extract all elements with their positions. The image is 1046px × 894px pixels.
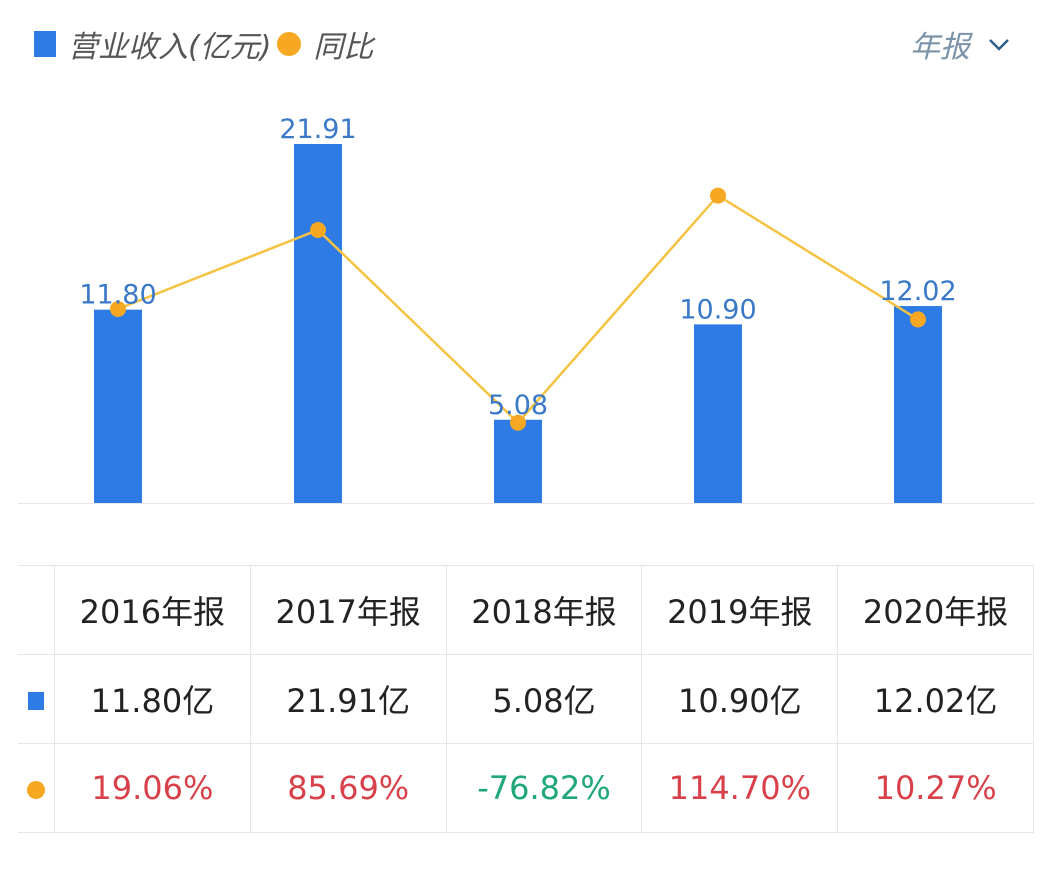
legend-line-label: 同比 — [313, 30, 374, 65]
legend: 营业收入(亿元) 同比 — [34, 22, 373, 66]
table-cell-revenue: 21.91亿 — [249, 654, 447, 744]
bar-data-label: 12.02 — [879, 276, 956, 307]
table-cell-revenue: 5.08亿 — [445, 654, 643, 744]
period-selector-value: 年报 — [910, 30, 970, 65]
chevron-down-icon — [989, 39, 1009, 51]
table-cell-yoy: 19.06% — [54, 743, 251, 833]
yoy-point-2019年报 — [710, 187, 726, 204]
table-cell-headers: 2020年报 — [837, 565, 1034, 655]
yoy-row-marker — [18, 743, 55, 833]
table-cell-yoy: 10.27% — [837, 743, 1034, 833]
table-cell-revenue: 10.90亿 — [641, 654, 839, 744]
legend-line-swatch — [277, 32, 302, 56]
table-cell-revenue: 11.80亿 — [54, 654, 251, 744]
table-row-yoy: 19.06% 85.69% -76.82% 114.70% 10.27% — [18, 743, 1034, 833]
yoy-point-2020年报 — [910, 311, 926, 328]
bar-2018年报 — [494, 419, 542, 503]
yoy-line — [117, 193, 919, 425]
yoy-point-2018年报 — [510, 414, 526, 431]
bar-data-label: 21.91 — [279, 114, 356, 145]
table-header-row: 2016年报 2017年报 2018年报 2019年报 2020年报 — [18, 565, 1034, 655]
table-cell-headers: 2017年报 — [249, 565, 447, 655]
yoy-point-2017年报 — [310, 221, 326, 238]
table-row-revenue: 11.80亿 21.91亿 5.08亿 10.90亿 12.02亿 — [18, 654, 1034, 744]
table-cell-headers: 2018年报 — [445, 565, 643, 655]
bar-swatch-icon — [28, 692, 44, 710]
bar-2020年报 — [894, 306, 942, 503]
bar-data-label: 11.80 — [79, 280, 156, 311]
table-cell-headers: 2016年报 — [54, 565, 251, 655]
bar-2016年报 — [94, 309, 142, 503]
table-cell-yoy: -76.82% — [445, 743, 643, 833]
legend-bar-label: 营业收入(亿元) — [68, 30, 272, 65]
table-cell-revenue: 12.02亿 — [837, 654, 1034, 744]
period-selector[interactable]: 年报 — [910, 22, 1010, 66]
revenue-row-marker — [18, 654, 55, 744]
table-cell-headers: 2019年报 — [641, 565, 839, 655]
table-cell-yoy: 85.69% — [249, 743, 447, 833]
table-corner — [18, 565, 55, 655]
table-cell-yoy: 114.70% — [641, 743, 839, 833]
yoy-point-2016年报 — [110, 301, 126, 317]
legend-bar-swatch — [34, 31, 56, 57]
bar-data-label: 10.90 — [679, 294, 756, 325]
bar-2017年报 — [294, 144, 342, 503]
bar-2019年报 — [694, 324, 742, 503]
bar-data-label: 5.08 — [488, 390, 548, 421]
data-table: 2016年报 2017年报 2018年报 2019年报 2020年报 11.80亿 21.… — [18, 565, 1034, 833]
chart: 11.80 21.91 5.08 10.90 12.02 — [18, 114, 1034, 504]
dot-swatch-icon — [27, 781, 45, 799]
